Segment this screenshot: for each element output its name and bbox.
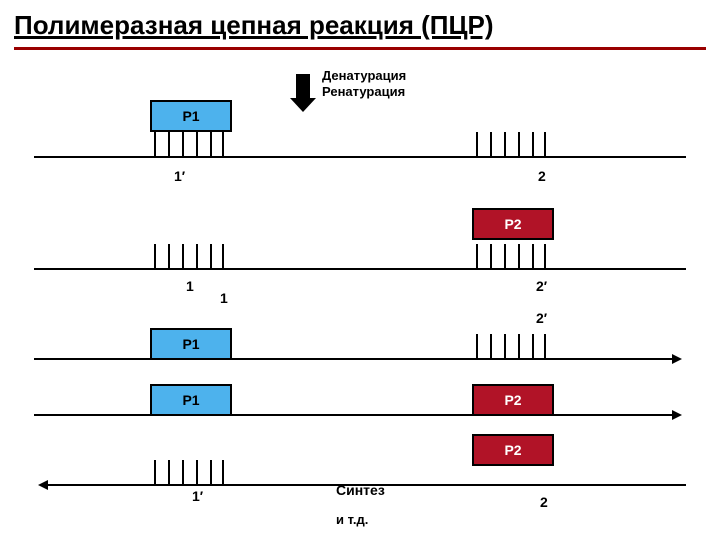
comb-1a <box>154 132 224 156</box>
label-2-a: 2 <box>538 168 546 184</box>
strand-4 <box>34 414 674 416</box>
label-1p-b: 1′ <box>192 488 203 504</box>
label-synth: Синтез <box>336 482 385 498</box>
primer-P1-1: Р1 <box>150 100 232 132</box>
strand-3 <box>34 358 674 360</box>
label-2-b: 2 <box>540 494 548 510</box>
diagram: Денатурация Ренатурация Р1 1′ 2 Р2 1 1 2… <box>0 50 720 530</box>
label-2p-b: 2′ <box>536 310 547 326</box>
comb-2a <box>154 244 224 268</box>
primer-label: Р1 <box>182 336 199 352</box>
label-etc: и т.д. <box>336 512 368 527</box>
primer-P2-3: Р2 <box>472 434 554 466</box>
denat-arrow <box>296 74 310 100</box>
comb-1b <box>476 132 546 156</box>
label-2p-a: 2′ <box>536 278 547 294</box>
label-1p-a: 1′ <box>174 168 185 184</box>
primer-P2-2: Р2 <box>472 384 554 416</box>
primer-label: Р2 <box>504 392 521 408</box>
primer-label: Р1 <box>182 392 199 408</box>
comb-5 <box>154 460 224 484</box>
primer-label: Р1 <box>182 108 199 124</box>
comb-3 <box>476 334 546 358</box>
label-1-b: 1 <box>220 290 228 306</box>
primer-P2-1: Р2 <box>472 208 554 240</box>
primer-label: Р2 <box>504 216 521 232</box>
primer-P1-3: Р1 <box>150 384 232 416</box>
strand-1 <box>34 156 686 158</box>
page-title: Полимеразная цепная реакция (ПЦР) <box>14 10 493 41</box>
label-renat: Ренатурация <box>322 84 405 99</box>
primer-P1-2: Р1 <box>150 328 232 360</box>
strand-2 <box>34 268 686 270</box>
label-1-a: 1 <box>186 278 194 294</box>
label-denat: Денатурация <box>322 68 406 83</box>
comb-2b <box>476 244 546 268</box>
primer-label: Р2 <box>504 442 521 458</box>
